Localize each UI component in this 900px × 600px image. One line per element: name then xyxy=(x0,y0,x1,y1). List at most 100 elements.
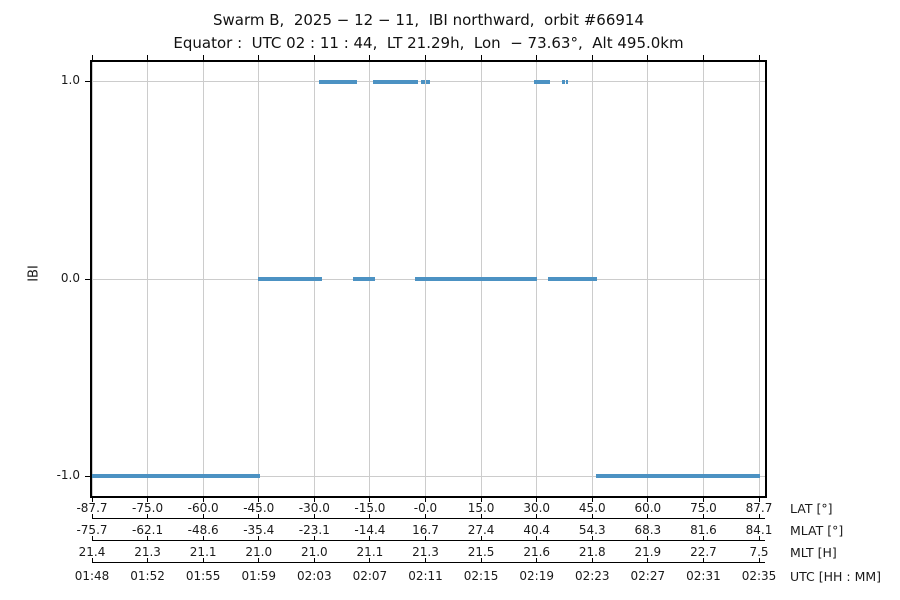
x-tick-label: 40.4 xyxy=(523,523,551,537)
x-tick-label: 84.1 xyxy=(745,523,773,537)
x-tick-label: 21.6 xyxy=(523,545,551,559)
x-tick-label: -62.1 xyxy=(132,523,164,537)
x-tick-label: 02:23 xyxy=(574,569,610,583)
x-tick-label: 21.5 xyxy=(467,545,495,559)
x-axis-row-tick xyxy=(702,514,704,518)
data-segment xyxy=(426,79,430,84)
x-tick-label: 02:35 xyxy=(741,569,777,583)
x-axis-row-tick xyxy=(369,558,371,562)
x-axis-row-tick xyxy=(91,558,93,562)
x-tick-label: 02:07 xyxy=(352,569,388,583)
x-tick-label: 21.8 xyxy=(578,545,606,559)
x-tick-label: -23.1 xyxy=(298,523,330,537)
x-tick-label: 21.1 xyxy=(356,545,384,559)
plot-area xyxy=(90,60,767,498)
data-segment xyxy=(565,79,569,84)
x-tick-label: 02:11 xyxy=(408,569,443,583)
x-axis-row-tick xyxy=(258,514,260,518)
x-tick-label: 02:15 xyxy=(463,569,499,583)
x-axis-row-tick xyxy=(313,514,315,518)
data-segment xyxy=(372,79,418,84)
x-axis-row-tick xyxy=(480,514,482,518)
x-tick-label: 68.3 xyxy=(634,523,662,537)
h-gridline xyxy=(92,475,765,477)
x-tick-label: 01:52 xyxy=(130,569,165,583)
x-axis-row-title: MLT [H] xyxy=(790,545,837,560)
x-tick-label: 02:31 xyxy=(686,569,721,583)
x-tick-mark-top xyxy=(202,55,204,60)
x-tick-label: 01:55 xyxy=(185,569,221,583)
x-tick-mark-top xyxy=(313,55,315,60)
v-gridline xyxy=(91,62,93,496)
x-tick-label: -75.7 xyxy=(76,523,108,537)
x-tick-label: 60.0 xyxy=(634,501,662,515)
x-tick-mark-top xyxy=(591,55,593,60)
x-tick-label: 01:48 xyxy=(74,569,110,583)
x-tick-mark-bottom xyxy=(425,498,426,502)
x-tick-mark-bottom xyxy=(313,498,315,502)
x-axis-row-tick xyxy=(147,558,149,562)
x-tick-mark-top xyxy=(91,55,93,60)
data-segment xyxy=(414,277,537,281)
x-axis-row-tick xyxy=(480,558,482,562)
x-axis-row-tick xyxy=(147,536,149,540)
y-tick-mark xyxy=(85,475,90,477)
x-axis-row-tick xyxy=(313,558,315,562)
v-gridline xyxy=(147,62,149,496)
x-axis-row-tick xyxy=(202,514,204,518)
y-tick-mark xyxy=(85,81,90,83)
x-tick-label: -14.4 xyxy=(354,523,386,537)
data-segment xyxy=(353,277,375,281)
x-axis-row-title: LAT [°] xyxy=(790,501,833,516)
x-axis-row-tick xyxy=(91,514,93,518)
x-tick-label: 87.7 xyxy=(745,501,773,515)
x-tick-label: 27.4 xyxy=(467,523,495,537)
x-tick-mark-bottom xyxy=(758,498,760,502)
x-tick-label: 21.0 xyxy=(245,545,273,559)
x-tick-label: -48.6 xyxy=(187,523,219,537)
x-tick-mark-top xyxy=(258,55,260,60)
chart-title: Swarm B, 2025 − 12 − 11, IBI northward, … xyxy=(212,11,645,29)
x-tick-label: 01:59 xyxy=(241,569,277,583)
x-axis-row-tick xyxy=(536,514,538,518)
v-gridline xyxy=(758,62,760,496)
data-segment xyxy=(596,474,760,479)
x-axis-row-tick xyxy=(202,536,204,540)
x-tick-mark-top xyxy=(480,55,482,60)
x-axis-row-tick xyxy=(313,536,315,540)
x-axis-row-tick xyxy=(536,558,538,562)
x-axis-row-spine xyxy=(92,540,765,541)
x-tick-label: 21.1 xyxy=(189,545,217,559)
x-axis-row-tick xyxy=(91,536,93,540)
x-axis-row-tick xyxy=(425,536,426,540)
x-tick-label: 02:03 xyxy=(297,569,332,583)
x-tick-label: 15.0 xyxy=(467,501,495,515)
x-axis-row-tick xyxy=(647,514,649,518)
x-tick-mark-bottom xyxy=(369,498,371,502)
x-axis-row-tick xyxy=(647,536,649,540)
x-axis-row-tick xyxy=(258,536,260,540)
y-tick-label: 1.0 xyxy=(60,73,80,88)
x-tick-mark-top xyxy=(758,55,760,60)
x-axis-row-tick xyxy=(147,514,149,518)
x-tick-mark-top xyxy=(647,55,649,60)
x-tick-label: 54.3 xyxy=(578,523,606,537)
v-gridline xyxy=(647,62,649,496)
x-tick-mark-bottom xyxy=(258,498,260,502)
x-tick-label: 21.3 xyxy=(412,545,439,559)
x-tick-label: -75.0 xyxy=(132,501,164,515)
x-tick-label: 16.7 xyxy=(412,523,439,537)
x-axis-row-tick xyxy=(758,514,760,518)
y-tick-label: -1.0 xyxy=(56,467,80,482)
data-segment xyxy=(319,79,358,84)
x-tick-label: 21.4 xyxy=(78,545,106,559)
x-axis-row-title: MLAT [°] xyxy=(790,523,844,538)
x-axis-row-tick xyxy=(480,536,482,540)
x-axis-row-title: UTC [HH : MM] xyxy=(790,569,882,584)
x-axis-row-tick xyxy=(591,514,593,518)
x-axis-row-tick xyxy=(702,536,704,540)
x-tick-label: -87.7 xyxy=(76,501,108,515)
x-axis-row-tick xyxy=(536,536,538,540)
x-axis-row-tick xyxy=(591,558,593,562)
